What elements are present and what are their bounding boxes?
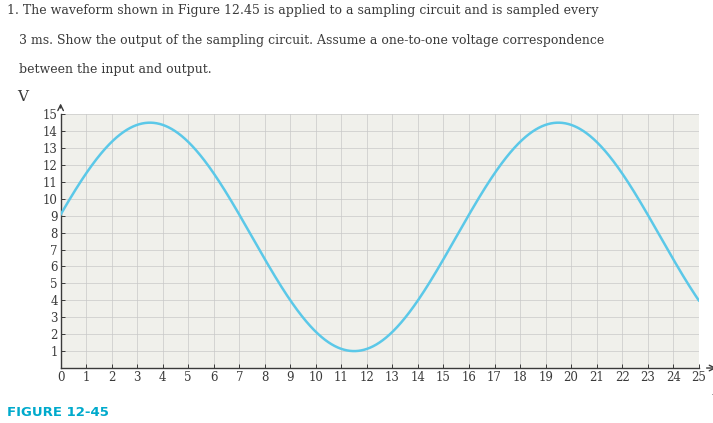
Text: t (ms): t (ms) [712, 392, 713, 405]
Text: 3 ms. Show the output of the sampling circuit. Assume a one-to-one voltage corre: 3 ms. Show the output of the sampling ci… [7, 34, 605, 47]
Text: V: V [17, 90, 28, 104]
Text: between the input and output.: between the input and output. [7, 63, 212, 77]
Text: FIGURE 12-45: FIGURE 12-45 [7, 406, 109, 419]
Text: 1. The waveform shown in Figure 12․45 is applied to a sampling circuit and is sa: 1. The waveform shown in Figure 12․45 is… [7, 4, 599, 17]
